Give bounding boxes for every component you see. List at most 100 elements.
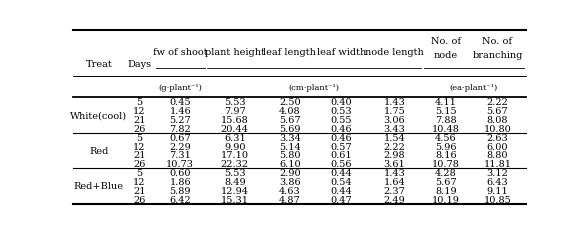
Text: Red+Blue: Red+Blue	[74, 182, 124, 191]
Text: leaf width: leaf width	[317, 48, 366, 57]
Text: 0.46: 0.46	[331, 133, 352, 142]
Text: 2.50: 2.50	[279, 98, 301, 107]
Text: No. of: No. of	[431, 37, 461, 46]
Text: 1.64: 1.64	[384, 177, 405, 186]
Text: 12.94: 12.94	[221, 186, 249, 195]
Text: 1.75: 1.75	[384, 107, 405, 116]
Text: 3.12: 3.12	[486, 169, 509, 177]
Text: 1.54: 1.54	[384, 133, 405, 142]
Text: 11.81: 11.81	[484, 160, 512, 169]
Text: 15.31: 15.31	[221, 195, 249, 204]
Text: 12: 12	[133, 177, 146, 186]
Text: 6.43: 6.43	[486, 177, 508, 186]
Text: 10.73: 10.73	[166, 160, 194, 169]
Text: 5.67: 5.67	[486, 107, 508, 116]
Text: 0.47: 0.47	[331, 195, 352, 204]
Text: (g·plant⁻¹): (g·plant⁻¹)	[158, 83, 202, 91]
Text: 6.42: 6.42	[169, 195, 191, 204]
Text: 5: 5	[137, 133, 142, 142]
Text: 12: 12	[133, 107, 146, 116]
Text: (cm·plant⁻¹): (cm·plant⁻¹)	[288, 83, 340, 91]
Text: 0.60: 0.60	[169, 169, 191, 177]
Text: (ea·plant⁻¹): (ea·plant⁻¹)	[450, 83, 498, 91]
Text: 22.32: 22.32	[221, 160, 249, 169]
Text: 1.43: 1.43	[384, 98, 405, 107]
Text: 0.45: 0.45	[169, 98, 191, 107]
Text: 5: 5	[137, 169, 142, 177]
Text: leaf length: leaf length	[263, 48, 317, 57]
Text: 9.11: 9.11	[486, 186, 508, 195]
Text: 3.34: 3.34	[279, 133, 301, 142]
Text: 0.46: 0.46	[331, 124, 352, 133]
Text: 3.86: 3.86	[279, 177, 301, 186]
Text: 26: 26	[133, 195, 146, 204]
Text: 21: 21	[133, 116, 146, 125]
Text: Red: Red	[89, 146, 109, 155]
Text: 4.63: 4.63	[279, 186, 301, 195]
Text: 0.44: 0.44	[331, 169, 352, 177]
Text: 2.22: 2.22	[384, 142, 405, 151]
Text: 12: 12	[133, 142, 146, 151]
Text: 4.87: 4.87	[279, 195, 301, 204]
Text: 5.89: 5.89	[169, 186, 191, 195]
Text: 5.15: 5.15	[435, 107, 457, 116]
Text: 2.29: 2.29	[169, 142, 191, 151]
Text: 2.22: 2.22	[486, 98, 509, 107]
Text: Days: Days	[127, 60, 152, 69]
Text: 3.61: 3.61	[384, 160, 405, 169]
Text: 7.97: 7.97	[224, 107, 246, 116]
Text: 7.82: 7.82	[169, 124, 191, 133]
Text: 2.37: 2.37	[384, 186, 405, 195]
Text: 5.67: 5.67	[435, 177, 457, 186]
Text: 0.40: 0.40	[331, 98, 352, 107]
Text: 15.68: 15.68	[221, 116, 249, 125]
Text: 21: 21	[133, 151, 146, 160]
Text: 20.44: 20.44	[221, 124, 249, 133]
Text: 8.49: 8.49	[224, 177, 246, 186]
Text: 10.19: 10.19	[432, 195, 460, 204]
Text: 1.46: 1.46	[169, 107, 191, 116]
Text: No. of: No. of	[482, 37, 513, 46]
Text: 5.14: 5.14	[279, 142, 301, 151]
Text: 0.44: 0.44	[331, 186, 352, 195]
Text: 5.80: 5.80	[279, 151, 301, 160]
Text: 17.10: 17.10	[221, 151, 249, 160]
Text: 26: 26	[133, 160, 146, 169]
Text: 0.55: 0.55	[331, 116, 352, 125]
Text: node length: node length	[365, 48, 424, 57]
Text: 5.53: 5.53	[224, 169, 246, 177]
Text: 2.49: 2.49	[384, 195, 405, 204]
Text: 2.90: 2.90	[279, 169, 301, 177]
Text: plant height: plant height	[205, 48, 265, 57]
Text: 1.43: 1.43	[384, 169, 405, 177]
Text: 3.06: 3.06	[384, 116, 405, 125]
Text: 0.57: 0.57	[331, 142, 352, 151]
Text: 0.54: 0.54	[331, 177, 352, 186]
Text: 7.31: 7.31	[169, 151, 191, 160]
Text: 5.96: 5.96	[435, 142, 457, 151]
Text: 10.48: 10.48	[432, 124, 460, 133]
Text: 5.53: 5.53	[224, 98, 246, 107]
Text: 4.56: 4.56	[435, 133, 457, 142]
Text: 8.80: 8.80	[486, 151, 508, 160]
Text: node: node	[434, 51, 458, 60]
Text: 4.08: 4.08	[279, 107, 301, 116]
Text: 6.00: 6.00	[486, 142, 508, 151]
Text: 8.16: 8.16	[435, 151, 457, 160]
Text: 2.63: 2.63	[486, 133, 508, 142]
Text: 26: 26	[133, 124, 146, 133]
Text: 4.28: 4.28	[435, 169, 457, 177]
Text: 8.08: 8.08	[486, 116, 508, 125]
Text: 21: 21	[133, 186, 146, 195]
Text: 6.10: 6.10	[279, 160, 301, 169]
Text: 5.67: 5.67	[279, 116, 301, 125]
Text: 4.11: 4.11	[435, 98, 457, 107]
Text: 10.78: 10.78	[432, 160, 460, 169]
Text: branching: branching	[472, 51, 523, 60]
Text: White(cool): White(cool)	[70, 111, 127, 120]
Text: 7.88: 7.88	[435, 116, 457, 125]
Text: 10.85: 10.85	[484, 195, 512, 204]
Text: 5: 5	[137, 98, 142, 107]
Text: 1.86: 1.86	[169, 177, 191, 186]
Text: 0.53: 0.53	[331, 107, 352, 116]
